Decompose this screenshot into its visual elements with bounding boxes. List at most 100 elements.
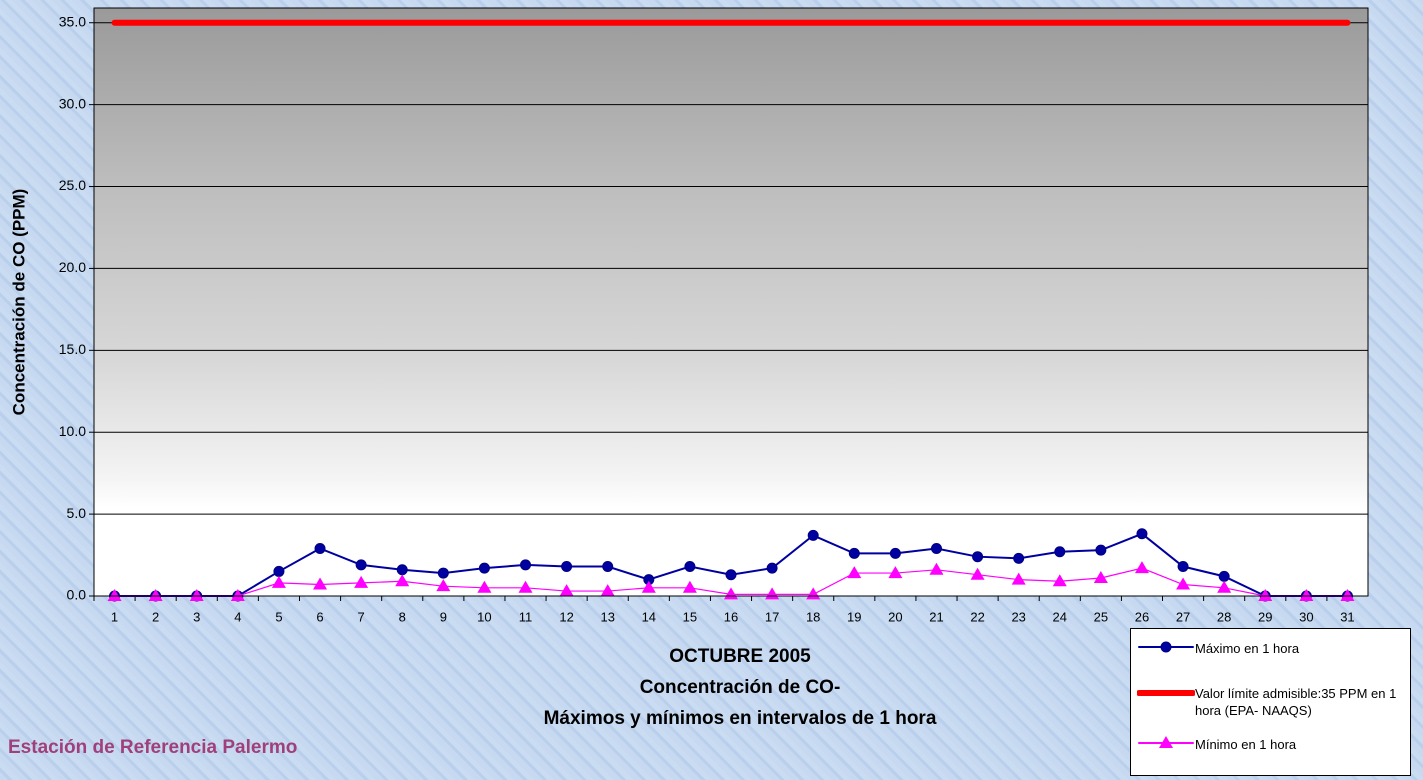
point	[148, 589, 163, 601]
x-tick-label: 1	[111, 609, 118, 624]
point	[766, 562, 778, 574]
point	[725, 569, 737, 581]
y-tick-label: 0.0	[67, 587, 87, 603]
point	[1177, 561, 1189, 573]
point	[520, 559, 532, 571]
point	[682, 580, 697, 593]
x-tick-label: 25	[1094, 609, 1108, 624]
x-tick-label: 10	[477, 609, 491, 624]
point	[355, 559, 367, 571]
point	[354, 575, 369, 588]
chart-title: Concentración de CO-	[640, 677, 841, 698]
y-tick-label: 35.0	[59, 13, 86, 29]
point	[1160, 641, 1172, 653]
point	[1299, 589, 1314, 601]
x-tick-label: 18	[806, 609, 820, 624]
point	[271, 575, 286, 588]
x-tick-label: 14	[642, 609, 656, 624]
y-tick-label: 25.0	[59, 177, 86, 193]
x-tick-label: 26	[1135, 609, 1149, 624]
point	[1095, 544, 1107, 556]
x-tick-label: 23	[1011, 609, 1025, 624]
point	[807, 529, 819, 541]
y-tick-label: 20.0	[59, 259, 86, 275]
point	[518, 580, 533, 593]
x-tick-label: 30	[1299, 609, 1313, 624]
y-tick-label: 10.0	[59, 423, 86, 439]
x-tick-label: 19	[847, 609, 861, 624]
x-tick-label: 27	[1176, 609, 1190, 624]
point	[1218, 570, 1230, 582]
point	[559, 584, 574, 597]
point	[561, 561, 573, 573]
x-tick-label: 21	[929, 609, 943, 624]
x-tick-label: 31	[1340, 609, 1354, 624]
y-tick-label: 30.0	[59, 95, 86, 111]
legend-entry: Valor límite admisible:35 PPM en 1 hora …	[1137, 685, 1400, 719]
legend-icon	[1137, 690, 1195, 696]
x-tick-label: 7	[358, 609, 365, 624]
point	[1052, 574, 1067, 587]
point	[395, 574, 410, 587]
x-tick-label: 16	[724, 609, 738, 624]
x-tick-label: 2	[152, 609, 159, 624]
legend-icon	[1138, 641, 1194, 653]
point	[889, 547, 901, 559]
x-tick-label: 5	[275, 609, 282, 624]
legend-label: Máximo en 1 hora	[1195, 640, 1300, 656]
legend-entry: Máximo en 1 hora	[1137, 639, 1400, 657]
legend-entry: Mínimo en 1 hora	[1137, 735, 1400, 753]
x-tick-label: 20	[888, 609, 902, 624]
point	[684, 561, 696, 573]
point	[437, 567, 449, 579]
legend: Máximo en 1 hora Valor límite admisible:3…	[1130, 628, 1411, 776]
point	[1093, 570, 1108, 583]
point	[313, 577, 328, 590]
legend-label: Valor límite admisible:35 PPM en 1 hora …	[1195, 686, 1397, 718]
x-tick-label: 24	[1053, 609, 1067, 624]
point	[107, 589, 122, 601]
point	[641, 580, 656, 593]
point	[1258, 589, 1273, 601]
x-axis-label: OCTUBRE 2005	[669, 646, 811, 667]
point	[1013, 552, 1025, 564]
x-tick-label: 6	[316, 609, 323, 624]
point	[1054, 546, 1066, 558]
x-tick-label: 28	[1217, 609, 1231, 624]
legend-icon	[1138, 736, 1194, 748]
footer: Estación de Referencia Palermo	[8, 737, 297, 758]
point	[1176, 577, 1191, 590]
point	[436, 579, 451, 592]
point	[847, 566, 862, 579]
point	[1340, 589, 1355, 601]
x-tick-label: 22	[970, 609, 984, 624]
point	[477, 580, 492, 593]
point	[848, 547, 860, 559]
point	[602, 561, 614, 573]
x-tick-label: 13	[600, 609, 614, 624]
point	[1159, 736, 1173, 748]
point	[1011, 572, 1026, 585]
point	[396, 564, 408, 576]
point	[970, 567, 985, 580]
x-tick-label: 9	[440, 609, 447, 624]
y-tick-label: 15.0	[59, 341, 86, 357]
x-tick-label: 4	[234, 609, 241, 624]
point	[600, 584, 615, 597]
plot-area	[93, 7, 1369, 597]
y-tick-label: 5.0	[67, 505, 87, 521]
x-tick-label: 11	[519, 609, 533, 624]
point	[1217, 580, 1232, 593]
point	[230, 589, 245, 601]
point	[478, 562, 490, 574]
legend-label: Mínimo en 1 hora	[1195, 736, 1297, 752]
point	[273, 565, 285, 577]
x-tick-label: 8	[399, 609, 406, 624]
point	[1134, 561, 1149, 574]
y-axis-label: Concentración de CO (PPM)	[9, 189, 28, 416]
x-tick-label: 12	[559, 609, 573, 624]
chart-subtitle: Máximos y mínimos en intervalos de 1 hor…	[544, 708, 937, 729]
x-tick-label: 3	[193, 609, 200, 624]
